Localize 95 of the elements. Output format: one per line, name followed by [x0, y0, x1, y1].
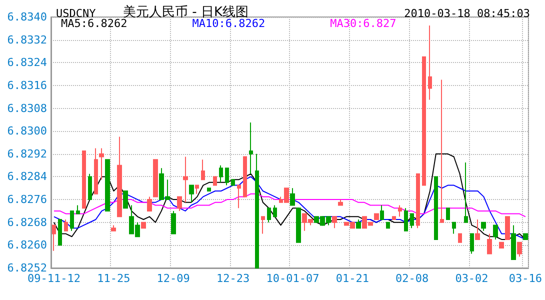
candlestick	[452, 222, 456, 234]
x-tick-label: 11-25	[97, 272, 130, 285]
candlestick	[386, 222, 390, 229]
y-tick-label: 6.8252	[7, 262, 47, 274]
line-series	[53, 193, 526, 218]
candlestick	[243, 156, 247, 198]
candlestick	[70, 210, 74, 232]
candlestick	[249, 122, 253, 174]
y-tick-label: 6.8316	[7, 78, 47, 92]
candlestick	[290, 188, 295, 206]
candlestick	[392, 216, 396, 220]
x-tick-label: 02-08	[396, 272, 429, 285]
candlestick	[99, 148, 104, 180]
candlestick	[88, 173, 92, 200]
line-series	[53, 153, 526, 240]
candlestick	[207, 188, 211, 192]
candlestick	[177, 196, 182, 212]
y-tick-label: 6.8284	[7, 170, 48, 184]
chart-title: 美元人民币 - 日K线图	[123, 4, 248, 20]
candlestick	[398, 204, 402, 218]
chart-subtitle: USDCNY	[56, 7, 96, 20]
y-tick-label: 6.8260	[7, 238, 47, 252]
candlestick	[52, 224, 56, 252]
x-tick-label: 03-16	[508, 272, 542, 285]
candlestick	[273, 204, 277, 218]
candlestick	[231, 179, 235, 186]
y-tick-label: 6.8308	[7, 102, 47, 115]
candlestick	[499, 242, 504, 249]
y-tick-label: 6.8268	[7, 216, 47, 229]
y-tick-label: 6.8324	[7, 56, 48, 70]
candlestick	[219, 164, 223, 183]
candlestick	[523, 233, 528, 240]
candlestick	[481, 222, 486, 232]
candlestick	[183, 156, 188, 203]
candlestick	[493, 224, 498, 240]
candlestick	[105, 159, 110, 212]
candlestick	[404, 208, 408, 232]
candlestick	[296, 208, 301, 243]
candlestick	[428, 25, 432, 100]
candlestick	[446, 208, 450, 220]
candlestick	[195, 184, 199, 194]
candlestick	[255, 153, 259, 268]
candlestick	[117, 136, 122, 218]
text: MA30:6.827	[330, 17, 396, 30]
y-tick-label: 6.8340	[7, 10, 47, 24]
candlestick	[237, 184, 241, 209]
candlestick	[416, 173, 420, 229]
y-tick-label: 6.8332	[7, 33, 47, 46]
candlestick	[58, 219, 62, 246]
x-tick-label: 12-09	[156, 272, 190, 285]
candlestick	[153, 159, 158, 198]
annotation: 2010-03-18 08:45:03	[404, 7, 530, 20]
candlestick	[225, 168, 229, 186]
text: MA10:6.8262	[192, 17, 266, 30]
x-tick-label: 09-11-12	[27, 272, 80, 285]
candlestick	[147, 196, 152, 212]
candlestick	[111, 224, 116, 232]
candlestick	[374, 213, 379, 220]
candlestick	[213, 176, 217, 186]
x-tick-label: 10-01-07	[266, 272, 320, 285]
candlestick	[141, 222, 146, 229]
candlestick	[261, 216, 265, 234]
text: MA5:6.8262	[61, 17, 128, 30]
candlestick	[475, 219, 480, 240]
candlestick	[267, 208, 271, 223]
candlestick	[171, 210, 176, 234]
y-tick-label: 6.8300	[7, 124, 47, 138]
candlestick	[422, 56, 426, 186]
candlestick	[410, 213, 414, 229]
candlestick	[356, 219, 361, 229]
line-series	[53, 176, 526, 240]
y-tick-label: 6.8292	[7, 147, 47, 160]
candlestick	[505, 216, 510, 240]
candlestick	[82, 150, 86, 209]
candlestick	[76, 204, 80, 214]
candlestick	[487, 233, 492, 254]
y-tick-label: 6.8276	[7, 193, 47, 206]
candlestick	[464, 162, 468, 223]
candlestick	[64, 219, 68, 232]
candlestick	[434, 176, 438, 240]
candlestick	[470, 233, 474, 254]
x-tick-label: 03-02	[455, 272, 488, 285]
candlestick	[201, 159, 205, 180]
candlestick	[440, 79, 444, 223]
x-tick-label: 12-23	[216, 272, 250, 285]
candlestick	[338, 199, 343, 206]
candlestick	[380, 204, 384, 220]
x-tick-label: 01-21	[336, 272, 369, 285]
candlestick	[332, 216, 337, 229]
candlestick	[511, 224, 516, 260]
candlestick	[94, 148, 98, 194]
candlestick	[458, 233, 462, 243]
candlestick	[123, 190, 128, 209]
candlestick	[517, 242, 522, 258]
candlestick	[189, 184, 194, 203]
